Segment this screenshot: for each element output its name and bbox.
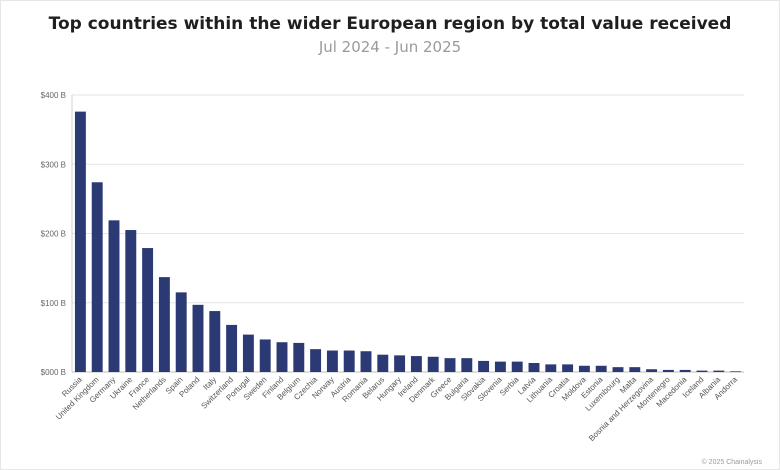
bar	[612, 367, 624, 372]
y-tick-label: $200 B	[41, 230, 66, 239]
bar	[175, 292, 187, 372]
copyright-footer: © 2025 Chainalysis	[701, 459, 762, 466]
bar	[310, 349, 322, 372]
bar	[242, 334, 254, 372]
bar	[696, 370, 708, 372]
bar	[427, 356, 439, 372]
bar	[511, 361, 523, 372]
bar	[192, 304, 204, 372]
bar	[410, 356, 422, 372]
bar	[562, 364, 574, 372]
y-tick-label: $100 B	[41, 299, 66, 308]
bar	[125, 230, 137, 372]
bar	[494, 361, 506, 372]
bar	[326, 350, 338, 372]
bar	[595, 365, 607, 372]
bar	[360, 351, 372, 372]
bar	[679, 369, 691, 372]
x-tick-label: Serbia	[498, 375, 521, 398]
bar	[343, 350, 355, 372]
bar	[545, 364, 557, 372]
bar	[209, 311, 221, 372]
bar	[226, 324, 238, 372]
bar	[259, 339, 271, 372]
bar	[276, 342, 288, 372]
bar	[478, 360, 490, 372]
bar	[528, 362, 540, 372]
bar	[646, 369, 658, 372]
bar	[377, 354, 389, 372]
y-tick-label: $300 B	[41, 160, 66, 169]
bar	[713, 370, 725, 372]
bar	[142, 248, 154, 372]
chart-subtitle: Jul 2024 - Jun 2025	[318, 38, 462, 56]
bar	[629, 367, 641, 372]
y-tick-label: $400 B	[41, 91, 66, 100]
bar	[461, 358, 473, 372]
bar	[662, 369, 674, 372]
bar	[578, 365, 590, 372]
bar	[293, 342, 305, 372]
y-tick-label: $000 B	[41, 368, 66, 377]
bar	[91, 182, 103, 372]
chart-title: Top countries within the wider European …	[48, 14, 732, 34]
bar	[158, 277, 170, 372]
bar	[394, 355, 406, 372]
bar	[108, 220, 120, 372]
bar	[74, 111, 86, 373]
bar	[730, 371, 742, 372]
bar	[444, 358, 456, 372]
